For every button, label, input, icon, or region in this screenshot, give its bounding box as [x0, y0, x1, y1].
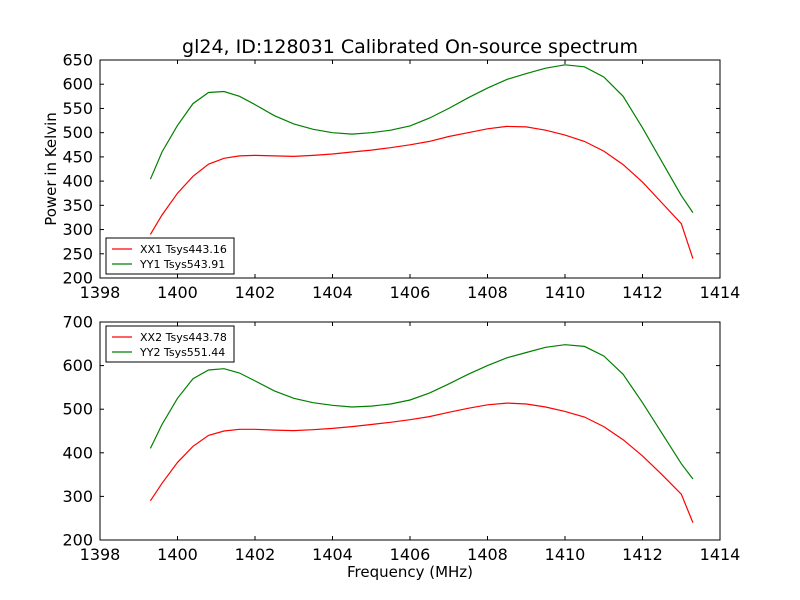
y-tick-label: 350: [62, 196, 93, 215]
x-axis-label: Frequency (MHz): [347, 563, 473, 581]
x-tick-label: 1400: [157, 283, 198, 302]
series-line-YY2 Tsys551.44: [149, 344, 694, 480]
legend-label: XX1 Tsys443.16: [140, 243, 227, 256]
y-tick-label: 200: [62, 269, 93, 288]
x-tick-label: 1400: [157, 545, 198, 564]
x-tick-label: 1408: [467, 545, 508, 564]
y-tick-label: 500: [62, 400, 93, 419]
x-tick-label: 1410: [545, 545, 586, 564]
x-tick-label: 1406: [390, 545, 431, 564]
x-tick-label: 1404: [312, 283, 353, 302]
legend-box: [105, 237, 235, 275]
legend: XX1 Tsys443.16 YY1 Tsys543.91: [105, 237, 235, 275]
legend-label: XX2 Tsys443.78: [140, 331, 227, 344]
y-tick-label: 650: [62, 51, 93, 70]
top-panel: 1398 1400 1402 1404 1406 1408 1410 1412 1414 200 2…: [62, 51, 740, 303]
y-tick-label: 300: [62, 487, 93, 506]
x-tick-label: 1414: [700, 545, 741, 564]
x-tick-label: 1398: [80, 283, 121, 302]
x-tick-label: 1398: [80, 545, 121, 564]
x-tick-label: 1414: [700, 283, 741, 302]
legend-label: YY2 Tsys551.44: [139, 346, 225, 359]
y-axis-label: Power in Kelvin: [42, 112, 60, 226]
y-tick-label: 600: [62, 75, 93, 94]
series-line-XX1 Tsys443.16: [149, 125, 694, 259]
y-tick-label: 400: [62, 443, 93, 462]
y-tick-label: 600: [62, 356, 93, 375]
series-line-YY1 Tsys543.91: [149, 64, 694, 213]
legend-box: [105, 325, 235, 363]
y-tick-label: 200: [62, 531, 93, 550]
x-tick-label: 1412: [622, 545, 663, 564]
x-tick-label: 1410: [545, 283, 586, 302]
x-tick-label: 1406: [390, 283, 431, 302]
x-tick-label: 1402: [235, 545, 276, 564]
y-tick-label: 250: [62, 244, 93, 263]
bottom-panel: 1398 1400 1402 1404 1406 1408 1410 1412 1414 200 3…: [62, 313, 740, 565]
chart-title: gl24, ID:128031 Calibrated On-source spe…: [182, 36, 638, 58]
x-tick-label: 1412: [622, 283, 663, 302]
y-tick-label: 700: [62, 313, 93, 332]
y-tick-label: 550: [62, 99, 93, 118]
y-tick-label: 500: [62, 123, 93, 142]
x-tick-label: 1404: [312, 545, 353, 564]
legend: XX2 Tsys443.78 YY2 Tsys551.44: [105, 325, 235, 363]
x-tick-label: 1408: [467, 283, 508, 302]
y-tick-label: 450: [62, 147, 93, 166]
y-tick-label: 400: [62, 172, 93, 191]
x-tick-label: 1402: [235, 283, 276, 302]
series-line-XX2 Tsys443.78: [149, 402, 694, 523]
legend-label: YY1 Tsys543.91: [139, 258, 225, 271]
y-tick-label: 300: [62, 220, 93, 239]
